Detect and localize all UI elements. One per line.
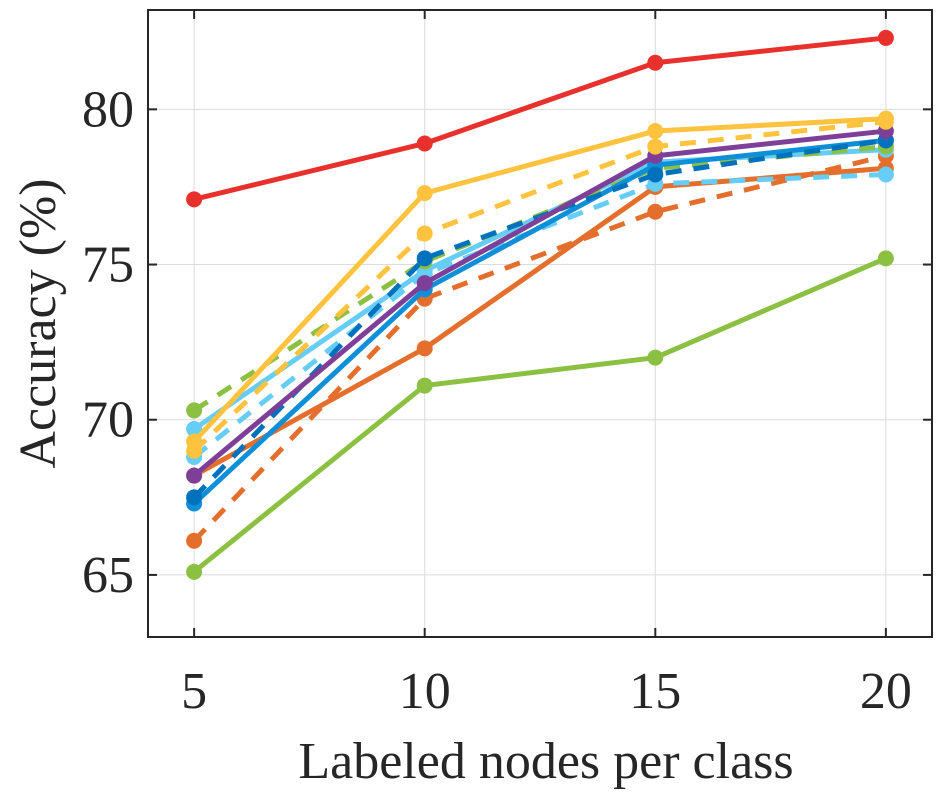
data-point (186, 467, 203, 484)
data-point (877, 29, 894, 46)
x-axis-ticks: 5 10 15 20 (181, 10, 912, 720)
series-line (192, 137, 887, 500)
y-tick-label: 75 (82, 237, 134, 294)
data-point (877, 250, 894, 267)
data-point (416, 185, 433, 202)
plot-area-frame (147, 9, 933, 638)
data-point (416, 225, 433, 242)
series-layer (186, 29, 894, 580)
data-point (416, 135, 433, 152)
data-point (416, 250, 433, 267)
data-point (186, 563, 203, 580)
x-tick-label: 5 (181, 663, 207, 720)
series (186, 132, 894, 512)
data-point (647, 203, 664, 220)
data-point (186, 532, 203, 549)
data-point (186, 191, 203, 208)
series-line (191, 116, 889, 444)
data-point (186, 489, 203, 506)
data-point (877, 110, 894, 127)
data-point (647, 123, 664, 140)
y-tick-label: 70 (82, 392, 134, 449)
data-point (647, 54, 664, 71)
x-tick-label: 15 (629, 663, 681, 720)
series (186, 132, 894, 506)
series (186, 110, 894, 450)
series-line (192, 172, 886, 459)
data-point (416, 377, 433, 394)
y-tick-label: 80 (82, 81, 134, 138)
y-tick-label: 65 (82, 547, 134, 604)
data-point (647, 349, 664, 366)
series-line (191, 137, 889, 507)
data-point (186, 433, 203, 450)
data-point (647, 166, 664, 183)
series-line (191, 255, 889, 575)
series-line (192, 119, 887, 453)
data-point (186, 402, 203, 419)
series (186, 123, 894, 484)
data-point (647, 138, 664, 155)
series-line (191, 35, 889, 202)
series (186, 250, 894, 580)
data-point (416, 340, 433, 357)
x-tick-label: 10 (399, 663, 451, 720)
series-line (191, 128, 889, 479)
y-axis-ticks: 65 70 75 80 (82, 81, 932, 604)
x-axis-title: Labeled nodes per class (298, 733, 793, 790)
series-line (192, 153, 887, 543)
x-tick-label: 20 (860, 663, 912, 720)
series (186, 113, 894, 459)
y-axis-title: Accuracy (%) (10, 178, 67, 468)
data-point (186, 421, 203, 438)
data-point (877, 166, 894, 183)
data-point (416, 275, 433, 292)
series (186, 29, 894, 208)
